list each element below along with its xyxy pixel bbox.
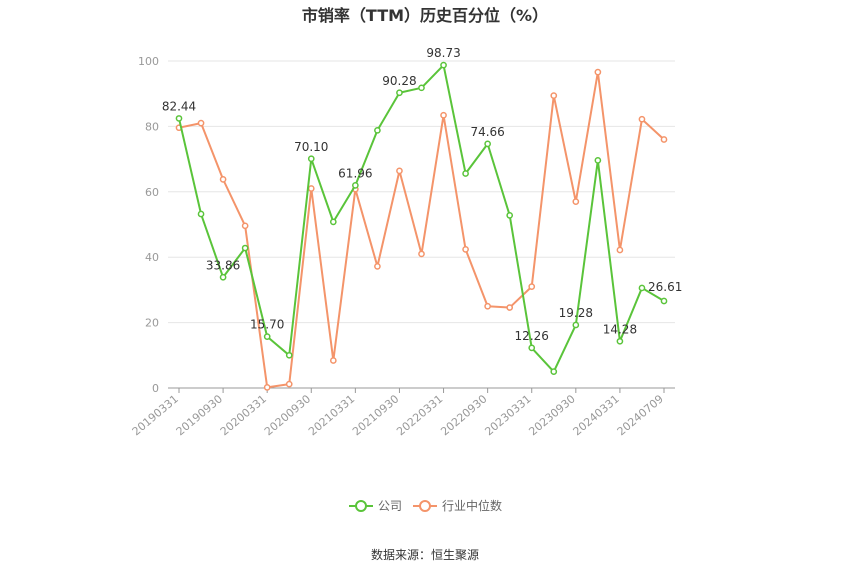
data-point — [440, 111, 447, 119]
legend-label: 公司 — [378, 499, 402, 513]
data-point — [307, 185, 315, 192]
data-point — [197, 119, 205, 127]
x-tick-label: 20210331 — [306, 392, 357, 438]
source-note: 数据来源：恒生聚源 — [371, 547, 479, 562]
y-tick-label: 0 — [152, 382, 159, 395]
data-point — [396, 167, 403, 175]
data-label: 98.73 — [426, 46, 460, 60]
data-point — [506, 304, 514, 311]
y-tick-label: 60 — [145, 186, 159, 199]
data-point — [285, 380, 293, 388]
data-label: 70.10 — [294, 140, 328, 154]
data-label: 15.70 — [250, 318, 284, 332]
data-label: 26.61 — [648, 280, 682, 294]
data-point — [484, 140, 491, 148]
data-point — [285, 351, 293, 359]
x-tick-label: 20210930 — [350, 392, 401, 438]
data-label: 61.96 — [338, 166, 372, 180]
x-tick-label: 20240331 — [571, 392, 622, 438]
legend-swatch-marker — [355, 500, 367, 512]
data-label: 33.86 — [206, 258, 240, 272]
data-point — [418, 250, 425, 258]
data-point — [396, 89, 403, 97]
data-point — [440, 61, 447, 69]
data-label: 14.28 — [603, 322, 637, 336]
data-point — [219, 176, 227, 183]
x-tick-label: 20190930 — [174, 392, 225, 438]
data-point — [484, 302, 491, 310]
data-label: 12.26 — [515, 329, 549, 343]
data-point — [241, 222, 249, 230]
data-point — [263, 383, 271, 391]
x-tick-label: 20190331 — [130, 392, 181, 438]
data-point — [594, 157, 602, 164]
legend-swatch-marker — [419, 500, 431, 512]
data-point — [175, 115, 183, 122]
data-label: 90.28 — [382, 74, 416, 88]
data-point — [572, 321, 580, 329]
data-point — [219, 273, 227, 281]
legend-item-0[interactable]: 公司 — [349, 499, 402, 513]
data-point — [418, 84, 425, 92]
y-tick-label: 40 — [145, 251, 159, 264]
y-tick-label: 20 — [145, 317, 159, 330]
data-point — [528, 283, 536, 290]
data-point — [374, 263, 381, 270]
data-label: 19.28 — [559, 306, 593, 320]
data-point — [616, 246, 624, 254]
data-point — [462, 170, 469, 177]
series-line-1 — [178, 71, 665, 389]
data-point — [528, 344, 536, 352]
x-tick-label: 20200930 — [262, 392, 313, 438]
series-layer — [175, 61, 668, 391]
data-point — [550, 368, 558, 375]
x-tick-label: 20230331 — [482, 392, 533, 438]
data-point — [594, 68, 602, 76]
data-point — [263, 333, 271, 341]
chart-title: 市销率（TTM）历史百分位（%） — [302, 6, 548, 25]
x-tick-label: 20240709 — [615, 392, 666, 438]
data-point — [616, 337, 624, 345]
data-labels: 82.44 33.86 15.70 70.10 61.96 90.28 98.73 74.66… — [162, 46, 683, 343]
data-point — [462, 246, 469, 253]
data-point — [638, 284, 646, 292]
data-point — [660, 297, 668, 305]
y-tick-label: 100 — [138, 55, 159, 68]
legend-item-1[interactable]: 行业中位数 — [413, 498, 502, 513]
data-point — [329, 218, 337, 226]
data-point — [307, 155, 315, 163]
x-tick-label: 20220331 — [394, 392, 445, 438]
data-label: 82.44 — [162, 99, 196, 113]
data-point — [550, 92, 558, 100]
data-point — [352, 182, 359, 189]
x-tick-label: 20200331 — [218, 392, 269, 438]
data-point — [638, 115, 646, 123]
legend[interactable]: 公司 行业中位数 — [349, 498, 502, 513]
data-point — [660, 136, 668, 143]
x-tick-label: 20230930 — [526, 392, 577, 438]
data-point — [374, 126, 381, 134]
y-tick-label: 80 — [145, 120, 159, 133]
data-point — [197, 210, 205, 218]
data-point — [506, 211, 514, 219]
data-point — [572, 198, 580, 205]
legend-label: 行业中位数 — [442, 498, 502, 513]
data-point — [241, 244, 249, 252]
x-tick-label: 20220930 — [438, 392, 489, 438]
data-point — [329, 357, 337, 364]
data-label: 74.66 — [470, 125, 504, 139]
grid — [168, 60, 675, 324]
